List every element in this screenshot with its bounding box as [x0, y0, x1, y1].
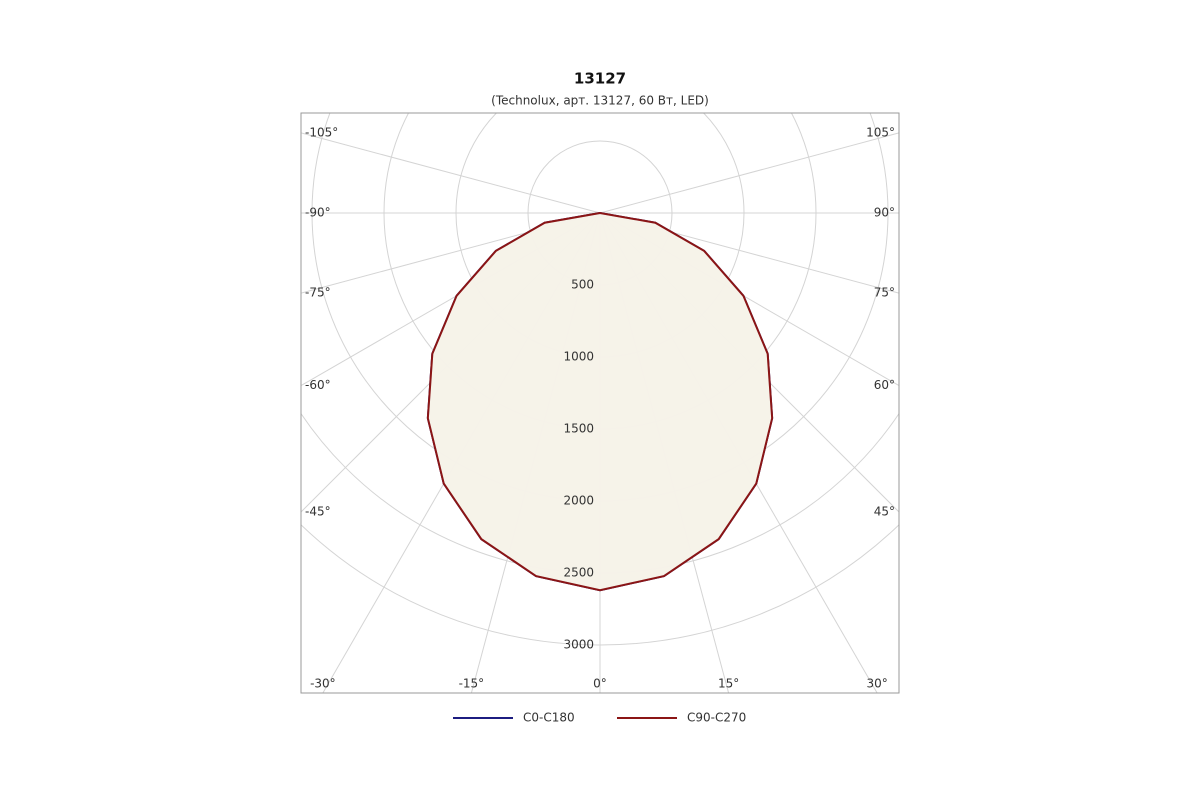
angle-tick-label: -15° [459, 677, 485, 691]
plot-area [426, 211, 774, 592]
angle-tick-label: 0° [593, 677, 607, 691]
r-tick-label: 500 [571, 278, 594, 292]
angle-tick-label: 15° [718, 677, 739, 691]
angle-tick-label: -30° [310, 677, 336, 691]
r-tick-label: 1000 [563, 350, 594, 364]
legend: C0-C180 C90-C270 [453, 711, 746, 725]
angle-tick-label: 60° [874, 378, 895, 392]
angle-tick-label: -105° [305, 125, 338, 139]
plot-frame [300, 112, 900, 694]
r-tick-label: 2000 [563, 494, 594, 508]
labels: 500 1000 1500 2000 2500 3000 -105° -90° -75° -60°… [305, 125, 895, 690]
angle-tick-label: 75° [874, 286, 895, 300]
angle-tick-label: 105° [866, 125, 895, 139]
angle-tick-label: -90° [305, 206, 331, 220]
angle-tick-label: -75° [305, 286, 331, 300]
angle-tick-label: 30° [866, 677, 887, 691]
r-tick-label: 3000 [563, 638, 594, 652]
legend-label: C90-C270 [687, 711, 746, 725]
series-line [426, 211, 774, 592]
legend-label: C0-C180 [523, 711, 575, 725]
chart-subtitle: (Technolux, арт. 13127, 60 Вт, LED) [491, 94, 709, 108]
grid-spoke [599, 132, 899, 214]
angle-tick-label: -45° [305, 505, 331, 519]
angle-tick-label: -60° [305, 378, 331, 392]
grid-spoke [301, 132, 601, 214]
chart-title: 13127 [574, 70, 626, 88]
angle-tick-label: 90° [874, 206, 895, 220]
r-tick-label: 2500 [563, 566, 594, 580]
r-tick-label: 1500 [563, 422, 594, 436]
angle-tick-label: 45° [874, 505, 895, 519]
